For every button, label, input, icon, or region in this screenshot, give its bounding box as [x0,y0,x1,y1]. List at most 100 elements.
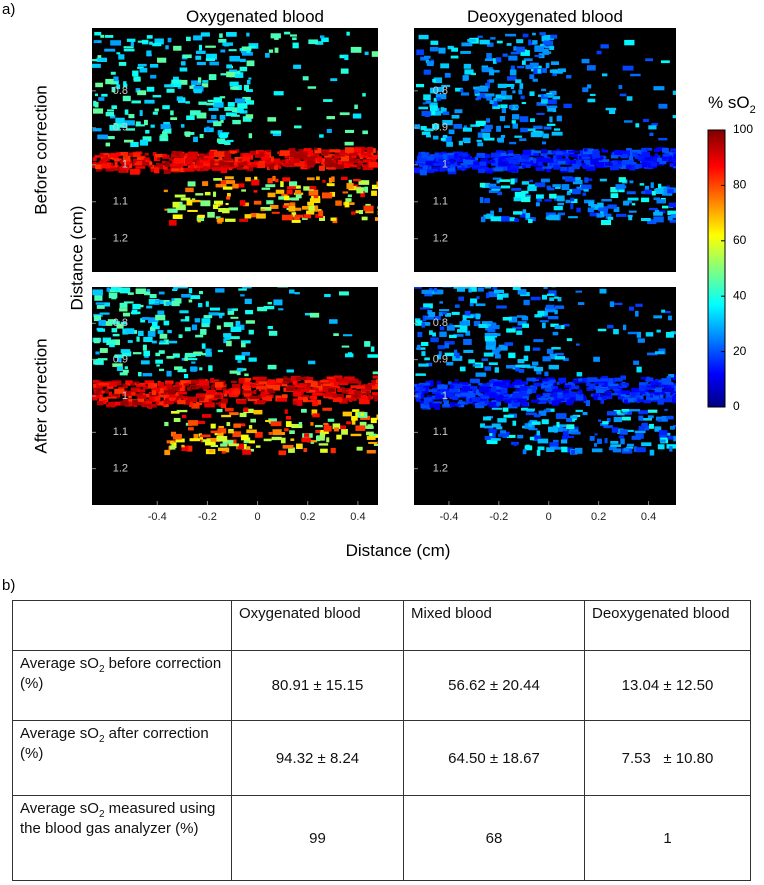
speckle [439,331,447,337]
speckle [526,194,531,198]
speckle [181,293,191,298]
speckle [205,440,216,446]
speckle [186,115,195,120]
speckle [154,108,159,112]
speckle [473,86,481,90]
speckle [362,278,373,281]
speckle [377,206,378,209]
speckle [239,66,248,72]
speckle [499,216,510,222]
speckle [570,203,574,210]
speckle [119,308,128,312]
speckle [181,124,185,128]
speckle [479,398,488,402]
speckle [237,103,248,109]
speckle [132,352,142,355]
speckle [502,159,507,162]
speckle [641,148,646,155]
speckle [326,376,336,381]
speckle [561,325,565,329]
speckle [180,61,186,66]
speckle [488,183,497,187]
speckle [97,134,108,140]
speckle [362,164,374,171]
speckle [269,204,279,209]
speckle [537,161,543,166]
speckle [641,191,646,194]
speckle [416,396,421,402]
speckle [518,368,525,373]
y-tick-label: 1.1 [433,196,448,208]
speckle [160,390,169,395]
speckle [157,310,165,315]
speckle [530,150,541,154]
speckle [626,191,636,195]
speckle [424,128,434,132]
speckle [111,156,118,160]
speckle [245,177,251,182]
speckle [448,129,455,135]
speckle [246,60,255,67]
value-cell: 80.91 ± 15.15 [231,650,404,721]
speckle [541,378,549,384]
x-tick-label: -0.4 [439,511,458,523]
speckle [520,162,532,167]
speckle [293,207,302,211]
speckle [374,217,378,221]
speckle [272,175,276,182]
speckle [529,157,536,162]
speckle [95,389,100,394]
speckle [226,64,233,69]
speckle [257,306,268,312]
speckle [260,387,265,393]
speckle [463,159,474,165]
speckle [113,76,119,82]
speckle [485,154,491,159]
panel-label: b) [2,577,16,594]
speckle [263,438,272,442]
speckle [101,390,108,394]
speckle [661,415,667,422]
speckle [612,388,620,391]
speckle [555,413,567,419]
speckle [120,349,131,353]
speckle [164,449,171,456]
speckle [466,393,476,399]
speckle [169,272,176,276]
speckle [467,391,474,394]
speckle [504,431,510,435]
speckle [137,63,147,67]
speckle [359,398,370,405]
figure: a) Distance (cm) Distance (cm) % sO2 Oxy… [2,1,756,560]
speckle [558,377,567,383]
speckle [477,142,484,147]
speckle [517,398,527,403]
speckle [552,96,561,100]
speckle [554,309,558,315]
speckle [297,396,308,401]
speckle [193,433,199,439]
speckle [202,80,209,83]
speckle [587,207,594,213]
speckle [253,190,258,193]
speckle [490,152,501,158]
speckle [566,338,573,342]
speckle [212,159,220,164]
speckle [158,388,164,394]
speckle [290,375,301,382]
speckle [139,391,143,397]
speckle [167,37,172,43]
speckle [335,164,345,170]
speckle [602,73,608,77]
speckle [471,167,483,170]
speckle [545,62,550,69]
speckle [574,447,583,454]
speckle [419,169,427,176]
speckle [495,57,502,63]
speckle [543,126,552,130]
speckle [177,399,186,405]
speckle [608,378,614,385]
speckle [647,415,654,419]
speckle [429,102,438,108]
speckle [136,287,147,288]
